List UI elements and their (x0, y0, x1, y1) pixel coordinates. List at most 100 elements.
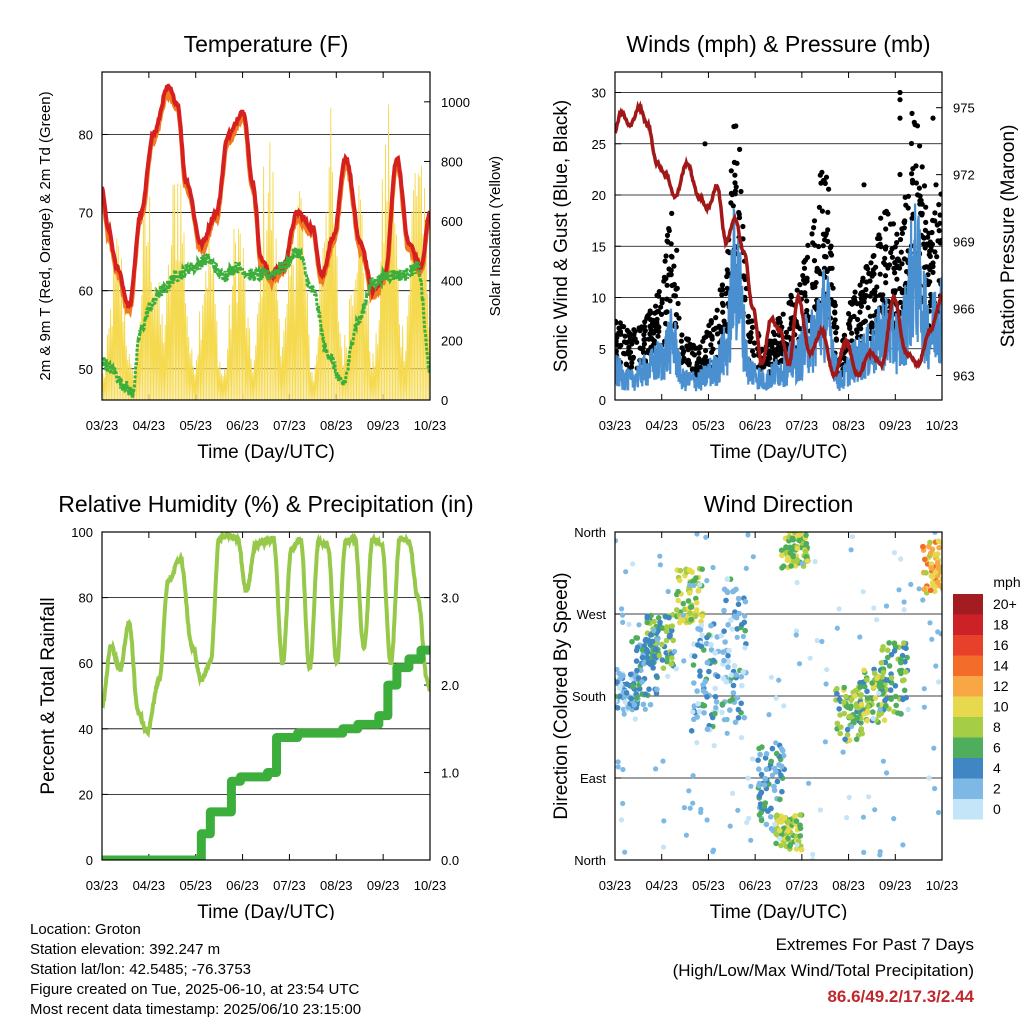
direction-point (945, 545, 951, 551)
direction-point (769, 772, 776, 778)
direction-point (766, 712, 772, 718)
direction-point (628, 695, 634, 702)
gust-point (855, 316, 861, 323)
gust-point (871, 290, 878, 296)
gust-point (909, 110, 915, 116)
gust-point (913, 180, 920, 186)
gust-point (832, 317, 838, 323)
gust-point (825, 238, 831, 245)
direction-point (773, 831, 780, 837)
gust-point (902, 218, 908, 224)
gust-point (733, 184, 739, 190)
direction-point (719, 701, 726, 707)
direction-point (721, 607, 727, 614)
temperature-xtick-label: 09/23 (367, 418, 400, 433)
direction-point (690, 709, 696, 715)
winds-ytick-label: 25 (592, 137, 606, 152)
direction-point (809, 857, 816, 860)
gust-point (679, 332, 685, 338)
direction-point (803, 540, 810, 547)
direction-point (879, 674, 885, 680)
gust-point (800, 273, 806, 279)
direction-point (633, 694, 640, 701)
direction-point (901, 687, 908, 694)
direction-point (697, 673, 703, 679)
direction-point (865, 703, 871, 710)
direction-point (774, 778, 781, 785)
humidity-ylabel: Percent & Total Rainfall (38, 597, 59, 794)
gust-point (639, 324, 645, 330)
gust-point (622, 333, 628, 339)
direction-point (616, 693, 623, 699)
direction-point (644, 647, 650, 653)
direction-point (877, 849, 883, 855)
direction-point (880, 758, 887, 764)
direction-point (866, 794, 872, 800)
direction-point (609, 695, 615, 701)
direction-point (793, 818, 800, 824)
humidity-y2-ytick-label: 1.0 (441, 766, 459, 781)
legend-label: 8 (993, 719, 1001, 735)
gust-point (655, 327, 661, 333)
gust-point (883, 280, 889, 286)
direction-point (784, 557, 791, 563)
temperature-panel: Temperature (F) Time (Day/UTC) 2m & 9m T (… (37, 31, 504, 463)
gust-point (861, 299, 867, 305)
gust-point (921, 235, 927, 241)
direction-point (733, 672, 740, 678)
direction-point (878, 660, 885, 666)
gust-point (811, 218, 818, 224)
direction-point (792, 813, 798, 819)
direction-point (796, 661, 803, 667)
direction-point (847, 705, 854, 712)
direction-point (921, 686, 927, 692)
direction-point (773, 750, 780, 757)
series-pressure (615, 100, 942, 381)
gust-point (861, 182, 867, 188)
gust-point (772, 331, 778, 338)
gust-point (927, 253, 933, 259)
direction-point (929, 580, 936, 586)
gust-point (826, 186, 832, 192)
gust-point (935, 238, 941, 244)
gust-point (724, 285, 730, 291)
direction-point (633, 658, 640, 664)
winds-y2label: Station Pressure (Maroon) (998, 125, 1019, 348)
direction-point (788, 563, 794, 569)
gust-point (923, 204, 929, 210)
winds-ytick-label: 5 (599, 342, 606, 357)
direction-point (943, 579, 949, 585)
extremes-title: Extremes For Past 7 Days (775, 935, 974, 954)
humidity-ytick-label: 40 (79, 722, 93, 737)
direction-point (622, 849, 628, 855)
direction-point (933, 663, 939, 669)
direction-point (728, 617, 734, 623)
direction-point (886, 640, 892, 646)
direction-point (653, 647, 659, 653)
direction-point (834, 625, 840, 631)
direction-xtick-label: 03/23 (599, 878, 632, 893)
gust-point (823, 174, 830, 180)
direction-point (926, 775, 932, 781)
gust-point (651, 338, 657, 344)
direction-point (740, 633, 747, 640)
gust-point (797, 282, 803, 288)
direction-point (891, 550, 898, 556)
direction-point (794, 545, 801, 552)
gust-point (696, 350, 702, 356)
direction-point (695, 701, 701, 707)
winds-xtick-label: 03/23 (599, 418, 632, 433)
direction-point (642, 691, 649, 697)
temperature-ylabel: 2m & 9m T (Red, Orange) & 2m Td (Green) (37, 91, 54, 380)
direction-point (846, 794, 852, 801)
gust-point (647, 323, 653, 329)
gust-point (882, 209, 888, 216)
gust-point (882, 273, 889, 279)
direction-point (785, 835, 791, 842)
direction-point (887, 687, 894, 693)
direction-point (685, 598, 692, 604)
direction-xtick-label: 09/23 (879, 878, 912, 893)
gust-point (663, 275, 669, 282)
gust-point (766, 348, 773, 354)
gust-point (802, 293, 808, 299)
